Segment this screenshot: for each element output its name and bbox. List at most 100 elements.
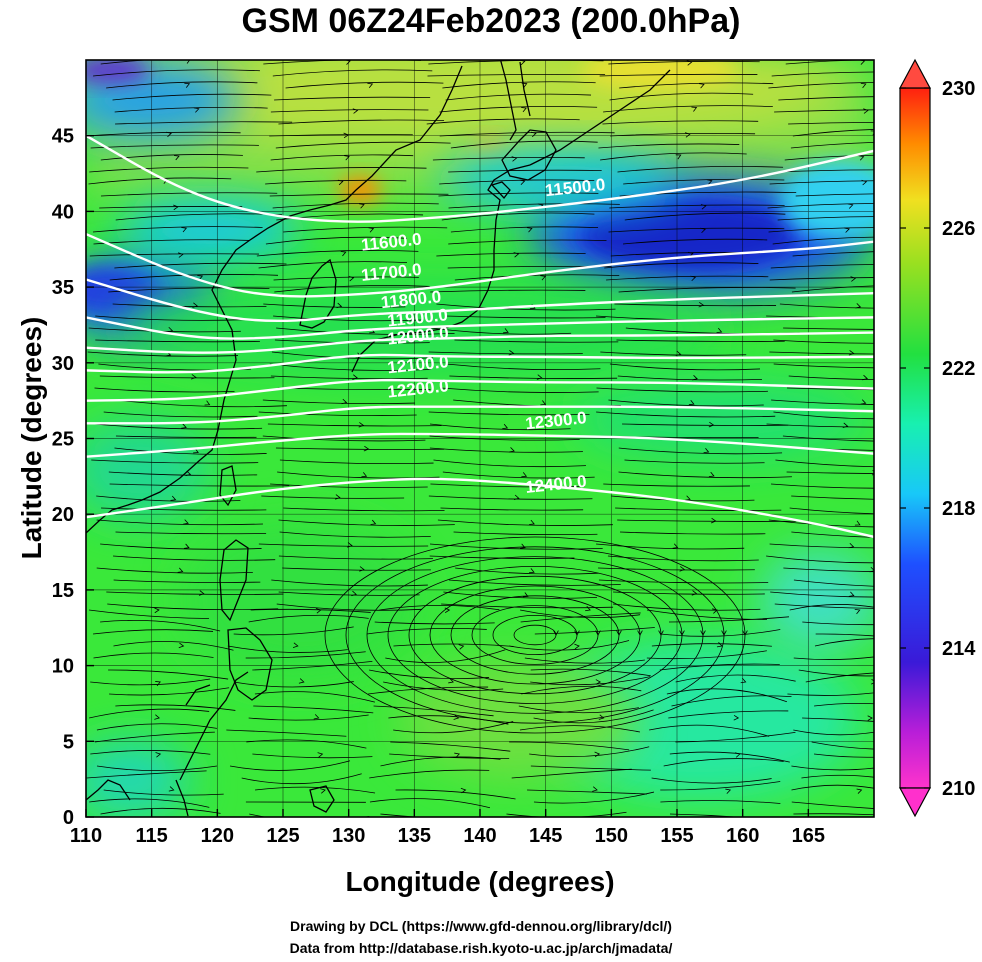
streamline <box>786 471 874 474</box>
streamline <box>771 71 874 77</box>
streamline <box>99 206 243 209</box>
stream-arrow <box>192 302 199 308</box>
streamline <box>675 674 796 683</box>
stream-arrow <box>688 400 695 406</box>
stream-arrow <box>860 82 867 89</box>
contour-line <box>86 233 874 298</box>
colorbar-min-arrow <box>898 787 932 818</box>
streamline <box>276 603 423 611</box>
stream-arrow <box>348 276 355 282</box>
streamline <box>252 660 373 671</box>
stream-arrow <box>876 326 881 331</box>
streamline <box>89 253 259 257</box>
stream-arrow <box>698 301 705 308</box>
streamline <box>369 769 490 779</box>
stream-arrow <box>454 752 460 758</box>
stream-arrow <box>352 374 358 380</box>
streamline <box>273 315 422 322</box>
streamline <box>433 459 586 468</box>
stream-arrow <box>367 82 374 89</box>
streamline <box>649 724 770 737</box>
stream-arrow <box>186 60 191 64</box>
streamline <box>802 621 874 626</box>
streamline <box>248 614 369 623</box>
streamline <box>89 166 249 173</box>
stream-arrow <box>854 609 861 615</box>
streamline <box>767 203 874 209</box>
streamline <box>772 236 874 245</box>
streamline <box>617 165 784 173</box>
streamline <box>669 751 790 763</box>
streamline <box>448 203 620 209</box>
streamline <box>518 705 639 714</box>
streamline <box>283 507 445 512</box>
streamline <box>373 705 494 717</box>
streamline <box>596 387 768 393</box>
streamline <box>256 250 419 257</box>
streamline <box>777 216 874 221</box>
streamline <box>90 144 259 149</box>
streamline <box>385 649 506 663</box>
streamline <box>671 695 792 707</box>
streamline <box>254 691 376 703</box>
stream-arrow <box>368 227 375 233</box>
streamline <box>776 169 874 173</box>
stream-arrow <box>658 630 664 636</box>
streamline <box>437 519 613 526</box>
streamline <box>430 327 572 335</box>
streamline <box>520 609 641 619</box>
streamline <box>660 781 781 791</box>
stream-arrow <box>204 400 211 406</box>
stream-arrow <box>708 471 715 477</box>
streamline <box>795 193 874 197</box>
streamline <box>439 105 598 113</box>
streamline <box>608 227 785 233</box>
streamline <box>107 603 279 611</box>
streamline <box>96 765 218 771</box>
stream-arrow <box>856 788 863 794</box>
streamline <box>509 741 630 751</box>
streamline <box>530 765 651 771</box>
streamline <box>774 603 874 609</box>
streamline <box>279 531 431 538</box>
streamline <box>608 60 760 65</box>
stream-arrow <box>519 179 526 185</box>
streamline <box>436 303 616 311</box>
streamline <box>769 543 874 549</box>
streamline <box>112 303 267 308</box>
streamline <box>663 758 784 767</box>
x-tick-label: 135 <box>398 825 431 847</box>
colorbar-tick-label: 226 <box>942 218 975 240</box>
streamline <box>438 192 599 197</box>
stream-arrow <box>173 155 180 161</box>
contour-line <box>86 134 874 223</box>
stream-arrow <box>716 327 723 333</box>
streamline <box>86 131 241 137</box>
stream-arrow <box>700 204 707 210</box>
stream-arrow <box>850 276 857 282</box>
streamline <box>445 315 606 319</box>
streamline <box>530 676 651 686</box>
streamline <box>100 619 221 632</box>
streamline <box>96 519 263 526</box>
y-axis-label: Latitude (degrees) <box>16 316 47 560</box>
streamline <box>769 180 874 185</box>
wind-streamlines <box>86 60 881 817</box>
stream-arrow <box>733 714 740 721</box>
streamline <box>613 591 765 595</box>
x-tick-label: 130 <box>332 825 365 847</box>
streamline <box>619 531 766 535</box>
stream-arrow <box>703 447 710 454</box>
contour-line <box>86 405 874 425</box>
streamline <box>255 786 376 794</box>
streamline <box>773 411 874 420</box>
stream-arrow <box>847 203 854 209</box>
stream-arrow <box>168 786 175 792</box>
stream-arrow <box>170 495 177 501</box>
streamline <box>651 643 772 647</box>
streamline <box>599 73 758 77</box>
streamline <box>793 579 874 587</box>
streamline <box>261 495 405 499</box>
streamline <box>393 643 514 647</box>
streamline <box>769 351 874 355</box>
